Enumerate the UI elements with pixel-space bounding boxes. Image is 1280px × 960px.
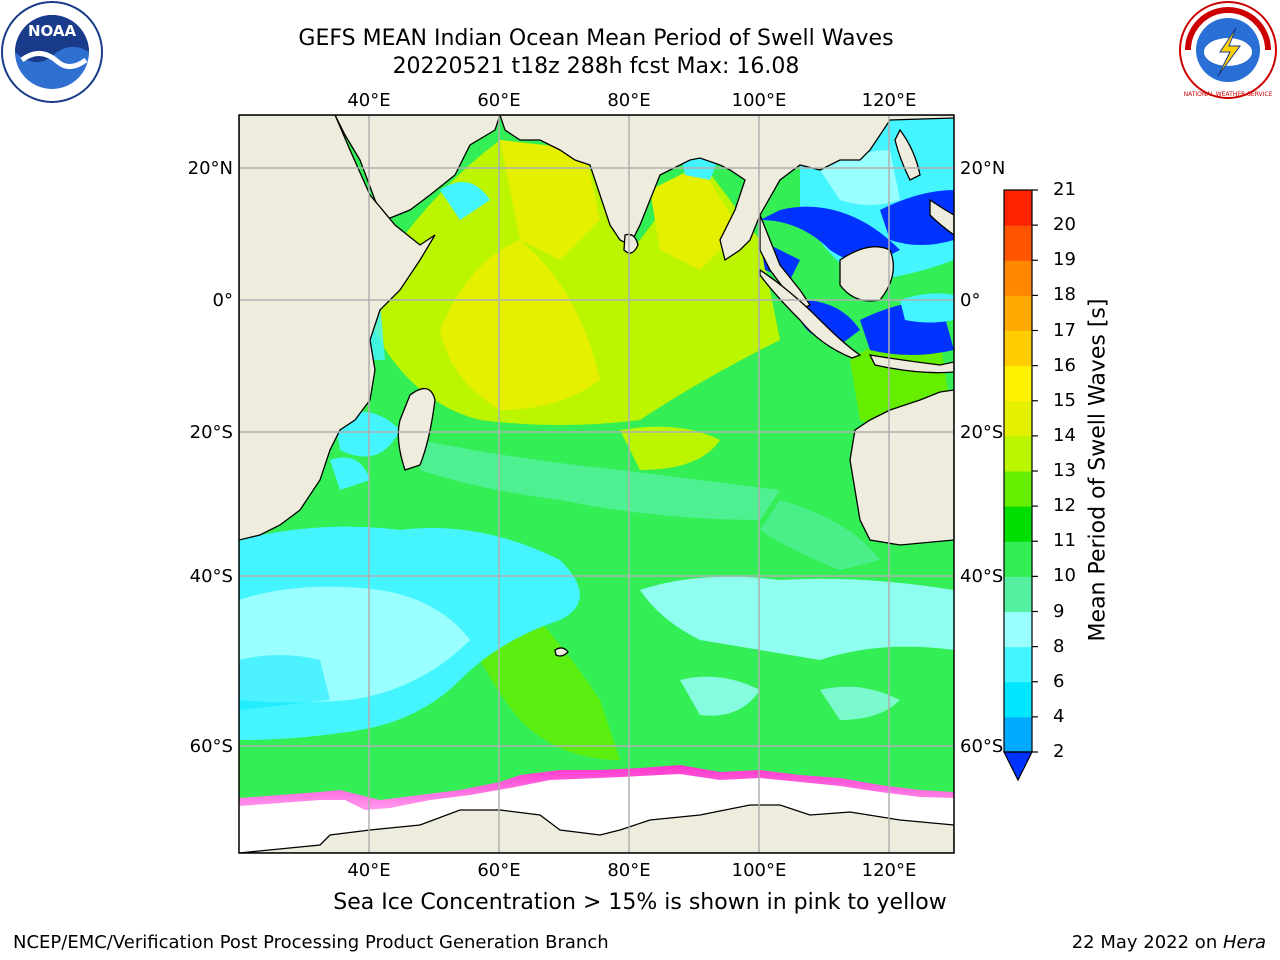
footer-machine: Hera (1222, 932, 1266, 953)
colorbar-tick-label: 9 (1053, 600, 1065, 622)
colorbar-tick-label: 2 (1053, 741, 1065, 762)
colorbar-tick-label: 14 (1053, 424, 1076, 446)
chart-title: GEFS MEAN Indian Ocean Mean Period of Sw… (298, 26, 894, 51)
lon-label-top: 120°E (862, 90, 917, 111)
colorbar-segment (1004, 506, 1032, 542)
nws-logo-text: NATIONAL WEATHER SERVICE (1184, 91, 1273, 98)
lat-label-right: 0° (960, 290, 980, 311)
lat-label-left: 20°S (190, 422, 233, 443)
colorbar-extend-arrow (1003, 751, 1033, 782)
colorbar-tick-label: 15 (1053, 389, 1076, 411)
lat-label-left: 40°S (190, 566, 233, 587)
colorbar-tick-label: 20 (1053, 214, 1076, 236)
colorbar-tick-label: 19 (1053, 249, 1076, 271)
colorbar-segment (1004, 260, 1032, 296)
colorbar-tick-label: 6 (1053, 670, 1065, 692)
lat-label-left: 0° (213, 290, 233, 311)
colorbar-segment (1004, 716, 1032, 753)
nws-logo: NATIONAL WEATHER SERVICE (1179, 1, 1277, 99)
lat-label-left: 60°S (190, 736, 233, 757)
colorbar-segment (1004, 471, 1032, 507)
lon-label-bottom: 40°E (347, 860, 390, 881)
colorbar-tick-label: 12 (1053, 495, 1076, 517)
noaa-logo: NOAA (1, 1, 103, 103)
swell-field (239, 115, 954, 760)
colorbar-tick-label: 11 (1053, 530, 1076, 552)
colorbar-segment (1004, 190, 1032, 226)
lon-label-bottom: 80°E (607, 860, 650, 881)
lon-label-bottom: 60°E (477, 860, 520, 881)
colorbar-segment (1004, 681, 1032, 718)
lon-label-top: 100°E (732, 90, 787, 111)
map-frame (238, 114, 955, 854)
lon-label-top: 80°E (607, 90, 650, 111)
colorbar-tick-label: 8 (1053, 635, 1065, 657)
chart-subtitle: 20220521 t18z 288h fcst Max: 16.08 (392, 54, 800, 79)
land-masses (239, 115, 954, 657)
colorbar-tick-label: 17 (1053, 319, 1076, 341)
colorbar-segment (1004, 646, 1032, 683)
colorbar-tick-label: 13 (1053, 460, 1076, 481)
colorbar (1003, 189, 1033, 782)
colorbar-segment (1004, 541, 1032, 577)
lat-label-right: 20°N (960, 158, 1005, 179)
sea-ice-annotation: Sea Ice Concentration > 15% is shown in … (333, 890, 947, 915)
lon-label-bottom: 100°E (732, 860, 787, 881)
colorbar-title: Mean Period of Swell Waves [s] (1085, 298, 1111, 642)
footer-date-text: 22 May 2022 on (1071, 932, 1223, 953)
colorbar-tick-label: 4 (1053, 705, 1065, 727)
colorbar-tick-label: 16 (1053, 354, 1076, 376)
noaa-logo-text: NOAA (28, 22, 77, 40)
lat-label-right: 40°S (960, 566, 1003, 587)
colorbar-segment (1004, 400, 1032, 437)
colorbar-ticks (1032, 189, 1038, 753)
antarctica (239, 804, 954, 853)
graticule (239, 115, 954, 853)
lat-label-right: 20°S (960, 422, 1003, 443)
colorbar-segment (1004, 295, 1032, 331)
colorbar-segment (1004, 611, 1032, 648)
lat-label-right: 60°S (960, 736, 1003, 757)
colorbar-segment (1004, 576, 1032, 612)
lat-label-left: 20°N (188, 158, 233, 179)
colorbar-tick-label: 10 (1053, 565, 1076, 587)
colorbar-segment (1004, 435, 1032, 472)
footer-date: 22 May 2022 on Hera (1072, 932, 1266, 953)
lon-label-top: 60°E (477, 90, 520, 111)
colorbar-tick-label: 18 (1053, 284, 1076, 306)
footer-credit: NCEP/EMC/Verification Post Processing Pr… (13, 932, 609, 953)
colorbar-segment (1004, 365, 1032, 402)
colorbar-tick-label: 21 (1053, 179, 1076, 200)
colorbar-segment (1004, 330, 1032, 367)
lon-label-bottom: 120°E (862, 860, 917, 881)
lon-label-top: 40°E (347, 90, 390, 111)
colorbar-segment (1004, 225, 1032, 261)
